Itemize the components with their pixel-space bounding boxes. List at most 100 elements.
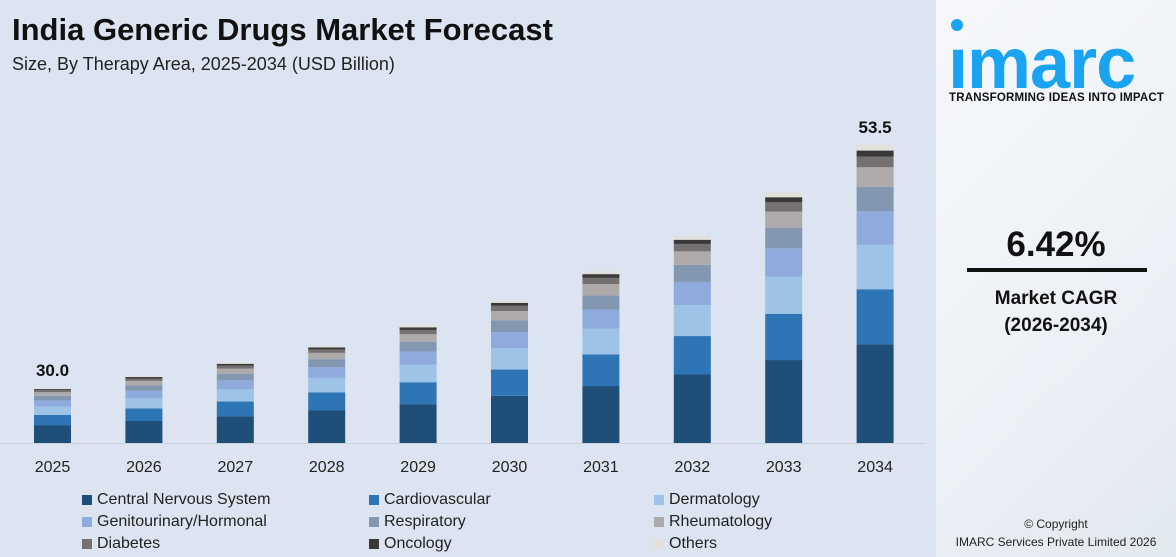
legend-label: Genitourinary/Hormonal [97, 512, 267, 530]
bar-segment-2034-5 [856, 167, 894, 187]
bar-segment-2031-0 [582, 386, 620, 443]
bar-segment-2032-0 [673, 374, 711, 443]
bar-segment-2028-2 [308, 377, 346, 393]
cagr-label-line1: Market CAGR [994, 288, 1118, 309]
copyright: © Copyright IMARC Services Private Limit… [936, 515, 1176, 551]
bar-segment-2027-8 [216, 362, 254, 364]
bar-segment-2028-4 [308, 359, 346, 368]
bar-segment-2025-0 [34, 425, 71, 443]
bar-segment-2030-6 [491, 305, 528, 311]
x-tick-label: 2027 [218, 459, 254, 476]
x-tick-label: 2029 [400, 459, 436, 476]
bar-segment-2029-0 [399, 404, 437, 443]
legend-label: Rheumatology [669, 512, 773, 530]
legend-item: Diabetes [82, 534, 369, 553]
bar-segment-2029-8 [399, 325, 437, 328]
legend-label: Dermatology [669, 490, 760, 508]
bar-segment-2033-1 [765, 313, 803, 361]
bar-segment-2026-0 [125, 421, 163, 443]
bar-segment-2032-8 [673, 236, 711, 240]
legend-label: Others [669, 534, 718, 552]
legend-item: Oncology [369, 534, 654, 553]
legend-label: Respiratory [384, 512, 466, 530]
bar-segment-2033-7 [765, 197, 803, 203]
bar-segment-2026-5 [125, 380, 163, 386]
bar-segment-2033-5 [765, 211, 803, 228]
bar-segment-2032-3 [673, 281, 711, 306]
bar-segment-2032-4 [673, 264, 711, 282]
company-name: IMARC Services Private Limited 2026 [955, 535, 1157, 549]
bar-segment-2032-2 [673, 305, 711, 337]
bar-segment-2025-7 [34, 389, 71, 391]
legend-label: Central Nervous System [97, 490, 271, 508]
cagr-label-line2: (2026-2034) [1004, 315, 1108, 336]
x-tick-label: 2025 [35, 459, 71, 476]
chart-panel: India Generic Drugs Market Forecast Size… [0, 12, 925, 553]
bar-segment-2025-1 [34, 414, 71, 426]
bar-segment-2025-6 [34, 390, 71, 393]
legend-label: Oncology [384, 534, 452, 552]
bar-segment-2030-1 [491, 369, 528, 396]
bar-segment-2027-1 [216, 401, 254, 417]
bar-segment-2028-3 [308, 367, 346, 378]
bar-segment-2026-7 [125, 377, 163, 379]
bar-segment-2030-0 [491, 395, 528, 443]
bar-segment-2029-5 [399, 334, 437, 342]
bar-segment-2026-3 [125, 390, 163, 399]
bar-segment-2025-2 [34, 406, 71, 415]
legend-swatch [369, 516, 379, 527]
brand-panel: ımarc TRANSFORMING IDEAS INTO IMPACT 6.4… [936, 0, 1176, 557]
bar-segment-2029-4 [399, 341, 437, 352]
bar-segment-2031-6 [582, 277, 620, 285]
bar-segment-2026-6 [125, 378, 163, 381]
data-label: 30.0 [36, 361, 69, 380]
bar-segment-2028-7 [308, 347, 346, 350]
legend-item: Cardiovascular [369, 490, 654, 509]
bar-segment-2034-2 [856, 244, 894, 290]
bar-segment-2033-6 [765, 202, 803, 212]
bar-segment-2026-4 [125, 385, 163, 391]
bar-segment-2033-0 [765, 360, 803, 443]
bar-segment-2025-5 [34, 392, 71, 396]
bar-segment-2029-2 [399, 364, 437, 383]
bar-segment-2027-6 [216, 365, 254, 369]
bar-segment-2028-1 [308, 392, 346, 411]
bar-segment-2032-6 [673, 243, 711, 252]
bar-segment-2032-5 [673, 251, 711, 265]
imarc-logo: ımarc [948, 19, 1136, 93]
bar-segment-2034-6 [856, 156, 894, 168]
bar-segment-2030-3 [491, 332, 528, 349]
bar-segment-2027-4 [216, 373, 254, 381]
bar-segment-2026-8 [125, 375, 163, 378]
stacked-bar-chart: 2025 30.0 2026 2027 2028 2029 2030 2031 2032 2033… [0, 118, 925, 476]
bar-segment-2027-7 [216, 363, 254, 366]
bar-segment-2030-7 [491, 302, 528, 306]
bar-segment-2031-1 [582, 354, 620, 387]
legend-swatch [82, 494, 92, 505]
bar-segment-2029-1 [399, 382, 437, 405]
legend: Central Nervous System Cardiovascular Derm… [82, 490, 922, 553]
bar-segment-2031-4 [582, 295, 620, 310]
bar-segment-2033-4 [765, 227, 803, 249]
svg-text:ımarc: ımarc [948, 24, 1135, 93]
bar-segment-2034-1 [856, 289, 894, 345]
bar-segment-2031-8 [582, 271, 620, 275]
bar-segment-2027-5 [216, 368, 254, 374]
brand-tagline: TRANSFORMING IDEAS INTO IMPACT [949, 92, 1165, 104]
bar-segment-2029-3 [399, 351, 437, 365]
bar-segment-2030-8 [491, 300, 528, 303]
legend-item: Genitourinary/Hormonal [82, 512, 369, 531]
x-tick-label: 2028 [309, 459, 345, 476]
legend-swatch [369, 494, 379, 505]
bar-segment-2034-0 [856, 344, 894, 443]
data-label: 53.5 [859, 118, 892, 137]
bar-segment-2026-1 [125, 408, 163, 422]
legend-swatch [82, 516, 92, 527]
cagr-divider [967, 268, 1147, 272]
legend-item: Respiratory [369, 512, 654, 531]
bar-segment-2033-2 [765, 276, 803, 314]
bar-segment-2033-8 [765, 192, 803, 198]
bar-segment-2034-4 [856, 186, 894, 212]
chart-title: India Generic Drugs Market Forecast [12, 12, 553, 47]
bar-segment-2032-1 [673, 336, 711, 375]
